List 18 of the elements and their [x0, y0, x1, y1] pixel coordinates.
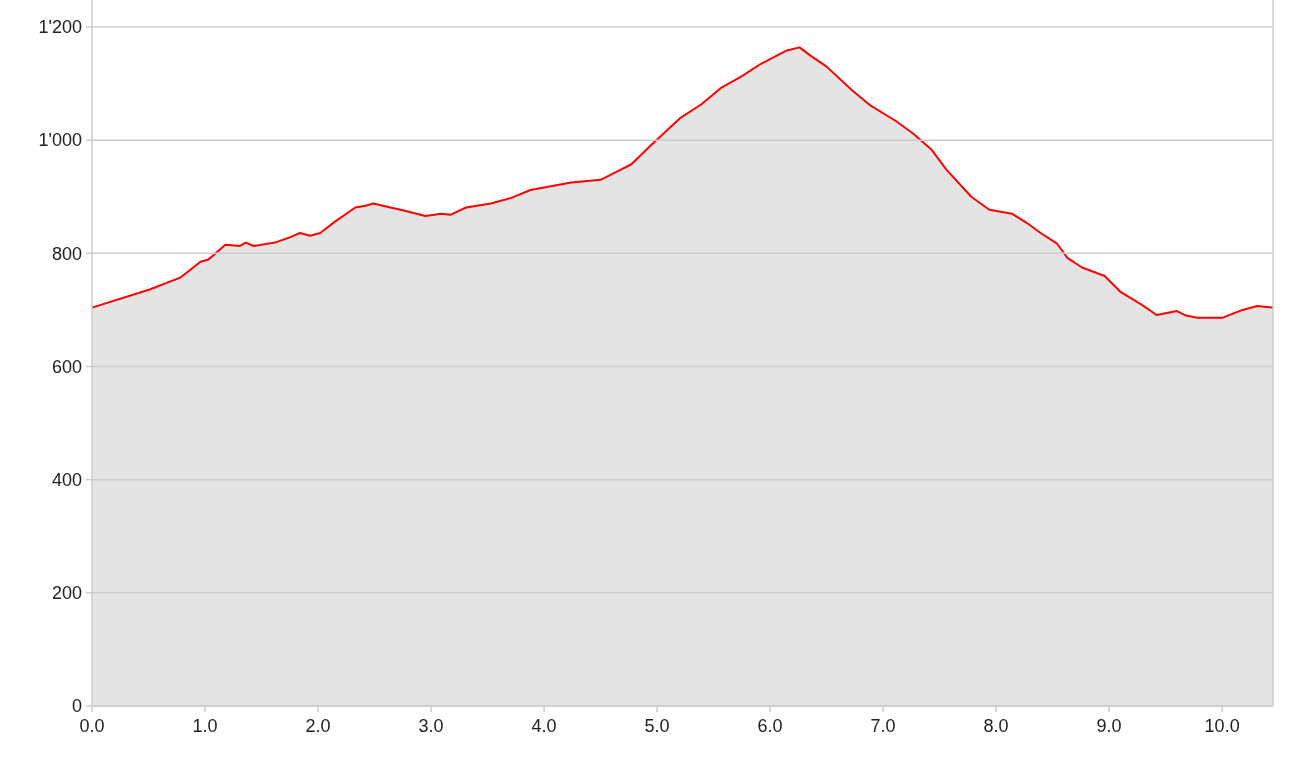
x-tick-label: 6.0	[757, 716, 783, 736]
x-tick-label: 10.0	[1204, 716, 1240, 736]
x-tick-label: 9.0	[1096, 716, 1122, 736]
x-tick-label: 4.0	[531, 716, 557, 736]
x-tick-label: 2.0	[305, 716, 331, 736]
x-tick-label: 7.0	[870, 716, 896, 736]
y-tick-label: 200	[51, 583, 82, 604]
y-tick-label: 600	[51, 356, 82, 377]
y-tick-label: 800	[51, 243, 82, 264]
y-tick-label: 1'000	[38, 130, 82, 151]
x-tick-label: 3.0	[418, 716, 444, 736]
y-tick-label: 1'200	[38, 17, 82, 38]
x-tick-label: 1.0	[192, 716, 218, 736]
x-tick-label: 8.0	[983, 716, 1009, 736]
x-tick-label: 5.0	[644, 716, 670, 736]
x-tick-label: 0.0	[79, 716, 105, 736]
y-tick-label: 0	[71, 696, 82, 717]
y-tick-label: 400	[51, 469, 82, 490]
